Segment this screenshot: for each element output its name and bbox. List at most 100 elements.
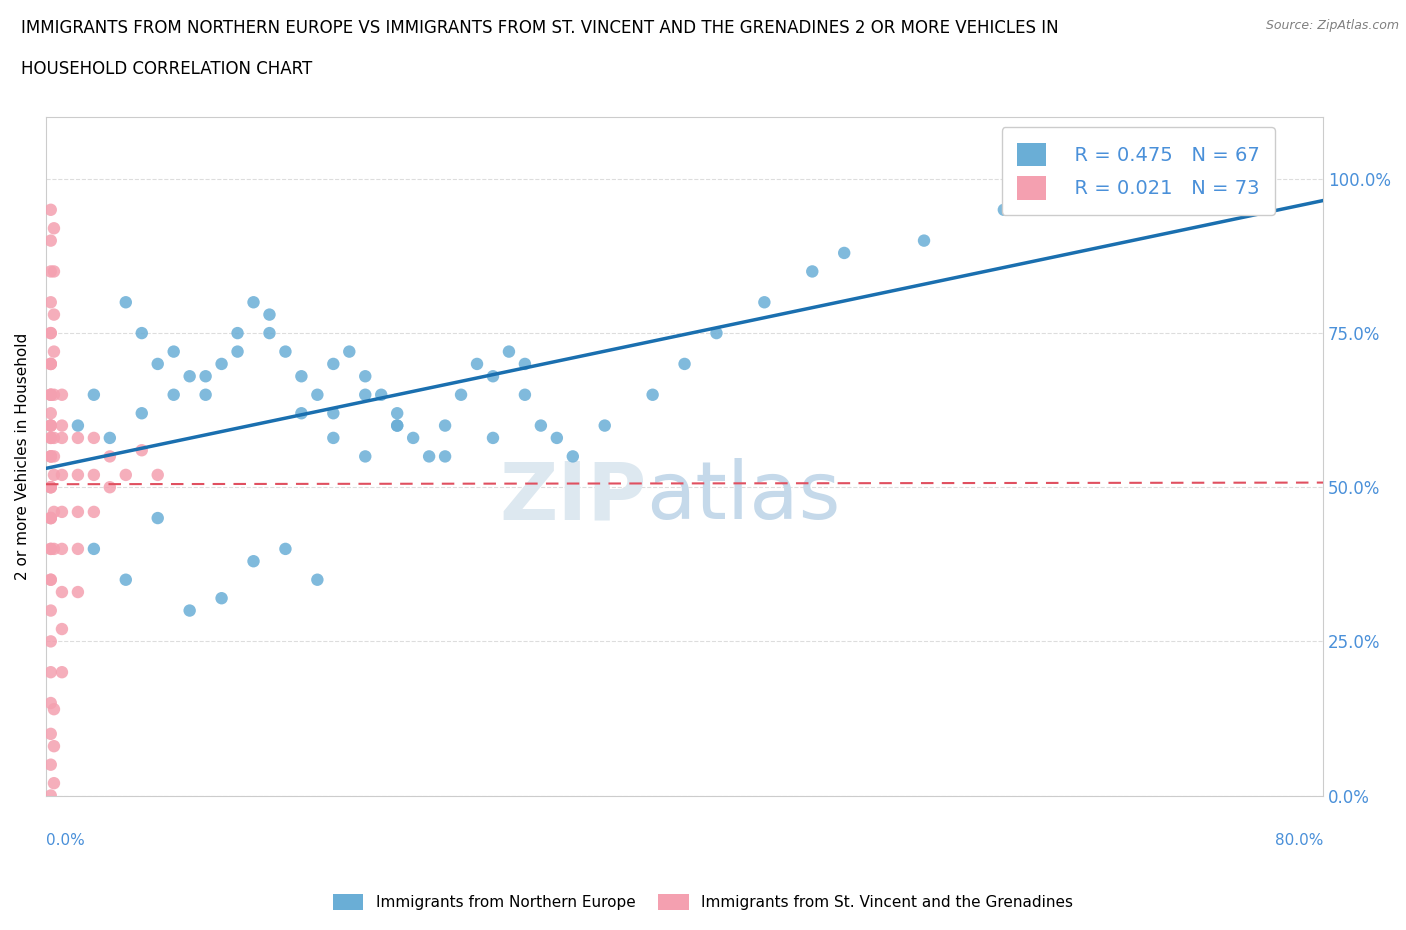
- Point: [482, 369, 505, 384]
- Point: [354, 387, 377, 402]
- Point: [114, 468, 136, 483]
- Point: [39, 295, 62, 310]
- Point: [146, 356, 169, 371]
- Point: [39, 356, 62, 371]
- Point: [274, 541, 297, 556]
- Point: [259, 307, 281, 322]
- Point: [114, 572, 136, 587]
- Point: [912, 233, 935, 248]
- Point: [39, 449, 62, 464]
- Point: [66, 585, 89, 600]
- Point: [513, 387, 536, 402]
- Point: [42, 702, 65, 717]
- Point: [42, 431, 65, 445]
- Point: [290, 369, 312, 384]
- Point: [39, 387, 62, 402]
- Point: [498, 344, 520, 359]
- Point: [402, 431, 425, 445]
- Point: [39, 604, 62, 618]
- Point: [39, 431, 62, 445]
- Point: [385, 418, 408, 433]
- Point: [83, 431, 105, 445]
- Point: [42, 344, 65, 359]
- Point: [39, 511, 62, 525]
- Point: [98, 431, 121, 445]
- Point: [259, 326, 281, 340]
- Point: [66, 418, 89, 433]
- Point: [39, 511, 62, 525]
- Point: [1073, 203, 1095, 218]
- Point: [434, 418, 457, 433]
- Point: [465, 356, 488, 371]
- Point: [39, 511, 62, 525]
- Point: [418, 449, 440, 464]
- Text: Source: ZipAtlas.com: Source: ZipAtlas.com: [1265, 19, 1399, 32]
- Legend:   R = 0.475   N = 67,   R = 0.021   N = 73: R = 0.475 N = 67, R = 0.021 N = 73: [1001, 127, 1275, 216]
- Point: [211, 591, 233, 605]
- Point: [83, 387, 105, 402]
- Point: [39, 326, 62, 340]
- Point: [39, 264, 62, 279]
- Point: [146, 511, 169, 525]
- Point: [274, 344, 297, 359]
- Point: [226, 326, 249, 340]
- Point: [98, 449, 121, 464]
- Text: 0.0%: 0.0%: [46, 833, 84, 848]
- Point: [39, 757, 62, 772]
- Point: [42, 738, 65, 753]
- Point: [83, 541, 105, 556]
- Point: [51, 504, 73, 519]
- Text: atlas: atlas: [647, 458, 841, 536]
- Point: [39, 356, 62, 371]
- Point: [385, 418, 408, 433]
- Point: [450, 387, 472, 402]
- Point: [39, 572, 62, 587]
- Point: [39, 480, 62, 495]
- Point: [211, 356, 233, 371]
- Point: [354, 449, 377, 464]
- Text: IMMIGRANTS FROM NORTHERN EUROPE VS IMMIGRANTS FROM ST. VINCENT AND THE GRENADINE: IMMIGRANTS FROM NORTHERN EUROPE VS IMMIG…: [21, 19, 1059, 36]
- Point: [385, 405, 408, 420]
- Point: [39, 418, 62, 433]
- Point: [146, 468, 169, 483]
- Point: [706, 326, 728, 340]
- Point: [39, 233, 62, 248]
- Point: [42, 220, 65, 235]
- Point: [42, 449, 65, 464]
- Point: [51, 665, 73, 680]
- Y-axis label: 2 or more Vehicles in Household: 2 or more Vehicles in Household: [15, 333, 30, 580]
- Point: [42, 307, 65, 322]
- Point: [39, 665, 62, 680]
- Point: [83, 504, 105, 519]
- Point: [39, 387, 62, 402]
- Point: [131, 443, 153, 458]
- Point: [290, 405, 312, 420]
- Point: [226, 344, 249, 359]
- Point: [641, 387, 664, 402]
- Point: [39, 356, 62, 371]
- Point: [194, 369, 217, 384]
- Point: [51, 468, 73, 483]
- Point: [66, 504, 89, 519]
- Point: [39, 572, 62, 587]
- Point: [66, 468, 89, 483]
- Point: [51, 585, 73, 600]
- Point: [482, 431, 505, 445]
- Point: [131, 405, 153, 420]
- Point: [39, 449, 62, 464]
- Point: [354, 369, 377, 384]
- Point: [39, 405, 62, 420]
- Point: [39, 541, 62, 556]
- Point: [39, 696, 62, 711]
- Point: [1153, 184, 1175, 199]
- Point: [42, 504, 65, 519]
- Point: [194, 387, 217, 402]
- Point: [434, 449, 457, 464]
- Point: [337, 344, 360, 359]
- Point: [39, 541, 62, 556]
- Point: [39, 326, 62, 340]
- Point: [39, 788, 62, 803]
- Point: [39, 726, 62, 741]
- Point: [546, 431, 568, 445]
- Point: [83, 468, 105, 483]
